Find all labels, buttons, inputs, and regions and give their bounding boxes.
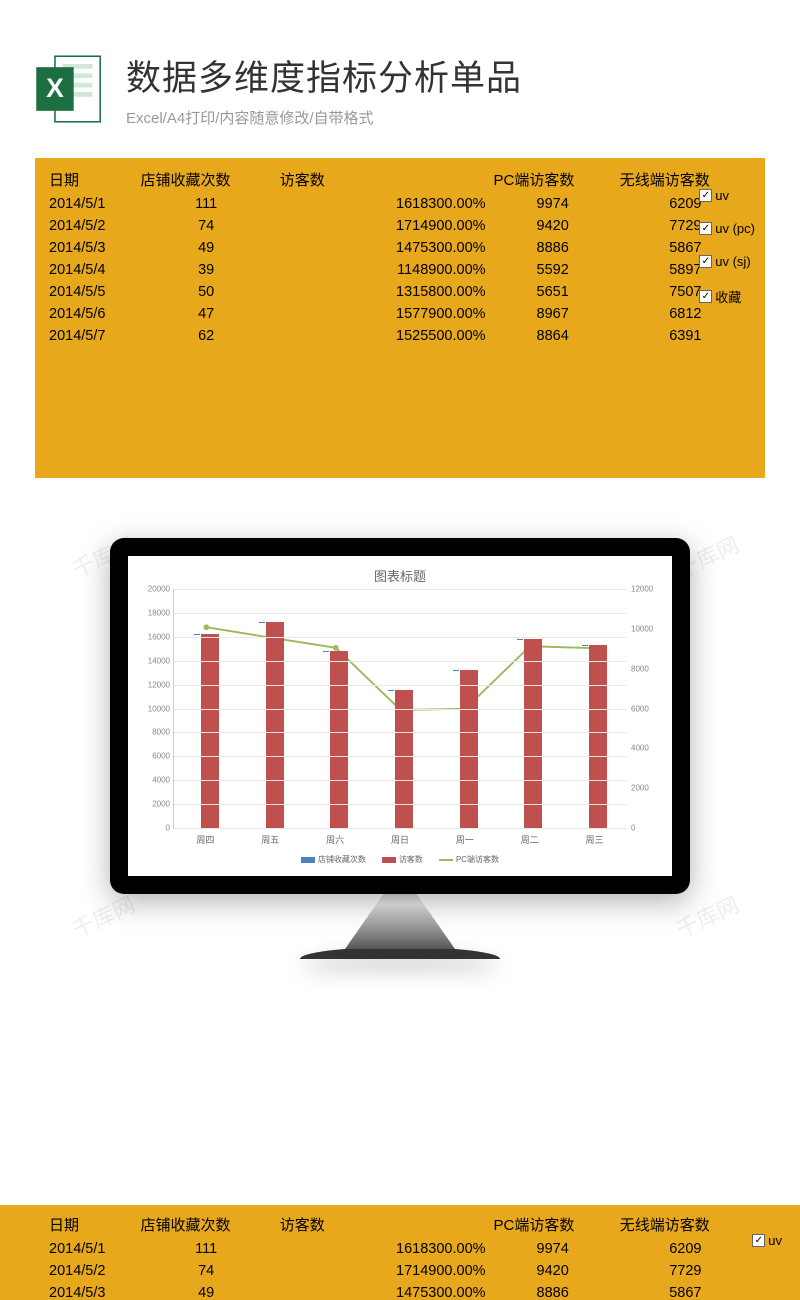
table-row: 2014/5/2741714900.00%94207729 <box>45 1260 755 1282</box>
bar-red <box>201 634 219 828</box>
table-row: 2014/5/11111618300.00%99746209 <box>45 1238 755 1260</box>
x-axis-label: 周日 <box>391 833 409 846</box>
table-row: 2014/5/11111618300.00%99746209 <box>45 193 755 215</box>
bar-blue <box>517 639 523 640</box>
column-header: 访客数 <box>276 1211 351 1238</box>
x-axis-label: 周四 <box>196 833 214 846</box>
data-table: 日期店铺收藏次数访客数PC端访客数无线端访客数 2014/5/111116183… <box>45 166 755 347</box>
x-axis-label: 周五 <box>261 833 279 846</box>
checkbox-uv (sj)[interactable]: ✓uv (sj) <box>699 254 755 269</box>
y-axis-left-tick: 0 <box>144 824 170 833</box>
legend-item: 店铺收藏次数 <box>301 854 366 865</box>
checkbox-icon[interactable]: ✓ <box>699 189 712 202</box>
excel-icon: X <box>30 50 108 128</box>
bar-red <box>395 690 413 828</box>
column-header: 店铺收藏次数 <box>137 1211 276 1238</box>
y-axis-right-tick: 12000 <box>631 585 659 594</box>
y-axis-right-tick: 2000 <box>631 784 659 793</box>
legend-item: PC端访客数 <box>439 854 499 865</box>
checkbox-收藏[interactable]: ✓收藏 <box>699 287 755 306</box>
bar-blue <box>582 645 588 646</box>
bar-red <box>266 622 284 828</box>
x-axis-label: 周六 <box>326 833 344 846</box>
x-axis-label: 周二 <box>521 833 539 846</box>
column-header <box>351 166 489 193</box>
checkbox-group: ✓uv ✓uv (pc) ✓uv (sj) ✓收藏 <box>699 188 755 306</box>
checkbox-uv[interactable]: ✓uv <box>699 188 755 203</box>
page-subtitle: Excel/A4打印/内容随意修改/自带格式 <box>126 107 770 128</box>
column-header: 访客数 <box>276 166 351 193</box>
bar-group <box>189 634 223 828</box>
bar-group <box>319 651 353 828</box>
x-axis-label: 周三 <box>585 833 603 846</box>
checkbox-icon[interactable]: ✓ <box>752 1234 765 1247</box>
table-row: 2014/5/6471577900.00%89676812 <box>45 303 755 325</box>
monitor-mockup: 图表标题 02000400060008000100001200014000160… <box>0 538 800 959</box>
y-axis-left-tick: 10000 <box>144 704 170 713</box>
bar-group <box>383 690 417 828</box>
column-header: PC端访客数 <box>490 166 616 193</box>
bar-group <box>254 622 288 828</box>
bar-red <box>330 651 348 828</box>
y-axis-right-tick: 8000 <box>631 664 659 673</box>
header: X 数据多维度指标分析单品 Excel/A4打印/内容随意修改/自带格式 <box>0 0 800 148</box>
column-header <box>351 1211 489 1238</box>
column-header: 店铺收藏次数 <box>137 166 276 193</box>
bar-group <box>578 645 612 828</box>
chart-area: 0200040006000800010000120001400016000180… <box>173 589 627 829</box>
checkbox-icon[interactable]: ✓ <box>699 290 712 303</box>
y-axis-left-tick: 12000 <box>144 680 170 689</box>
table-row: 2014/5/3491475300.00%88865867 <box>45 1282 755 1300</box>
page-title: 数据多维度指标分析单品 <box>126 50 770 101</box>
y-axis-right-tick: 6000 <box>631 704 659 713</box>
checkbox-icon[interactable]: ✓ <box>699 255 712 268</box>
y-axis-left-tick: 18000 <box>144 608 170 617</box>
y-axis-left-tick: 14000 <box>144 656 170 665</box>
y-axis-left-tick: 20000 <box>144 585 170 594</box>
bar-blue <box>194 634 200 635</box>
table-row: 2014/5/3491475300.00%88865867 <box>45 237 755 259</box>
table-row: 2014/5/5501315800.00%56517507 <box>45 281 755 303</box>
checkbox-uv (pc)[interactable]: ✓uv (pc) <box>699 221 755 236</box>
checkbox-uv[interactable]: ✓uv <box>752 1233 782 1248</box>
y-axis-left-tick: 16000 <box>144 632 170 641</box>
x-axis-label: 周一 <box>456 833 474 846</box>
bar-red <box>589 645 607 828</box>
y-axis-right-tick: 4000 <box>631 744 659 753</box>
legend-item: 访客数 <box>382 854 423 865</box>
column-header: 日期 <box>45 166 137 193</box>
column-header: PC端访客数 <box>490 1211 616 1238</box>
chart-legend: 店铺收藏次数 访客数 PC端访客数 <box>143 854 657 865</box>
bar-blue <box>259 622 265 623</box>
bar-blue <box>453 670 459 671</box>
table-row: 2014/5/7621525500.00%88646391 <box>45 325 755 347</box>
checkbox-icon[interactable]: ✓ <box>699 222 712 235</box>
y-axis-left-tick: 6000 <box>144 752 170 761</box>
y-axis-left-tick: 8000 <box>144 728 170 737</box>
y-axis-right-tick: 0 <box>631 824 659 833</box>
bar-blue <box>323 651 329 652</box>
column-header: 无线端访客数 <box>616 1211 755 1238</box>
data-table-panel-repeat: 日期店铺收藏次数访客数 PC端访客数无线端访客数 2014/5/111116183… <box>0 1205 800 1300</box>
y-axis-left-tick: 4000 <box>144 776 170 785</box>
table-row: 2014/5/4391148900.00%55925897 <box>45 259 755 281</box>
y-axis-left-tick: 2000 <box>144 800 170 809</box>
data-table-panel: 日期店铺收藏次数访客数PC端访客数无线端访客数 2014/5/111116183… <box>35 158 765 478</box>
chart-title: 图表标题 <box>143 566 657 585</box>
y-axis-right-tick: 10000 <box>631 624 659 633</box>
table-row: 2014/5/2741714900.00%94207729 <box>45 215 755 237</box>
svg-text:X: X <box>46 73 64 103</box>
column-header: 日期 <box>45 1211 137 1238</box>
